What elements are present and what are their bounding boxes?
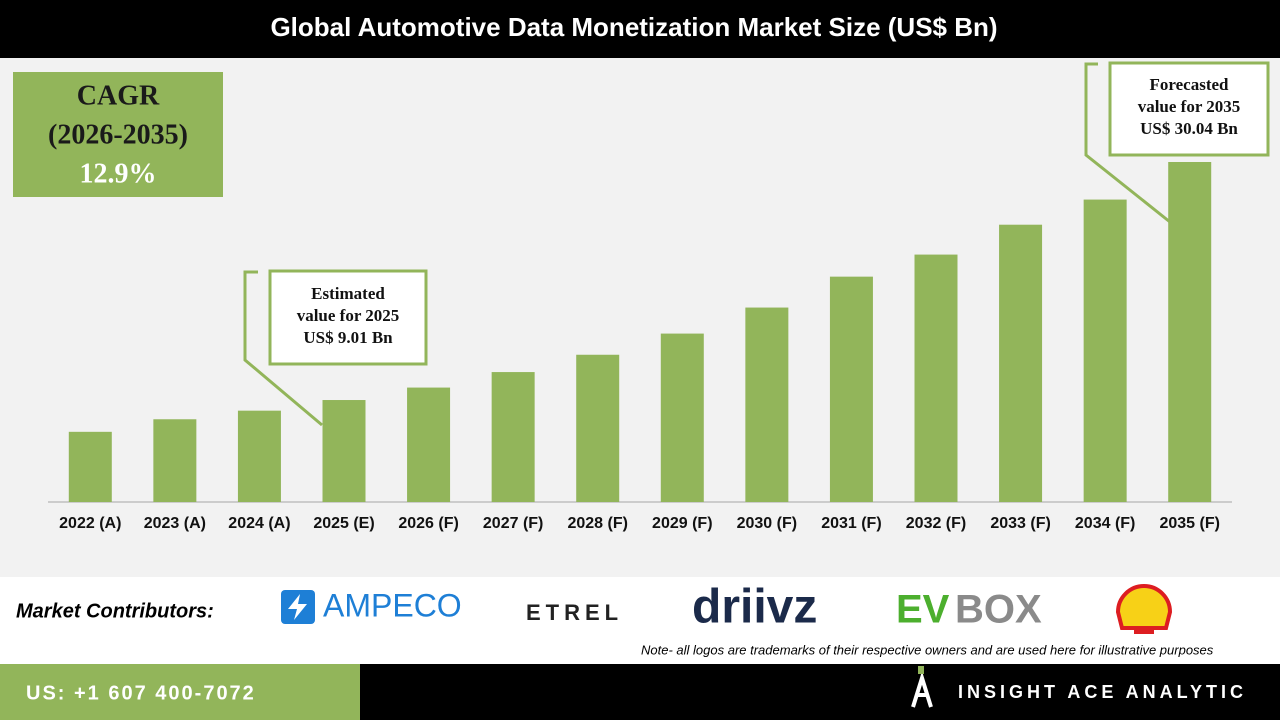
- bar: [660, 333, 704, 502]
- callout-text: value for 2035: [1138, 97, 1241, 116]
- x-tick-label: 2033 (F): [990, 515, 1050, 532]
- x-tick-label: 2035 (F): [1159, 515, 1219, 532]
- bar: [322, 400, 366, 502]
- callout-box: [1108, 61, 1270, 157]
- x-tick-label: 2027 (F): [483, 515, 543, 532]
- cagr-box: [13, 72, 223, 197]
- footer-phone-box: [0, 664, 360, 720]
- bar: [1083, 199, 1127, 502]
- callout-connector: [1084, 62, 1171, 224]
- callout-text: Estimated: [311, 284, 385, 303]
- logo-icon: [288, 594, 307, 620]
- logo-shell: [1115, 584, 1173, 630]
- bar: [237, 410, 281, 502]
- x-tick-label: 2024 (A): [228, 515, 290, 532]
- x-tick-label: 2032 (F): [906, 515, 966, 532]
- logo-ev: EV: [896, 588, 950, 632]
- bar: [68, 431, 112, 502]
- bar: [914, 254, 958, 502]
- bar: [1168, 162, 1212, 502]
- phone: US: +1 607 400-7072: [26, 682, 256, 704]
- logo-box: BOX: [955, 588, 1042, 632]
- brand: INSIGHT ACE ANALYTIC: [958, 682, 1247, 702]
- contributors-label: Market Contributors:: [16, 600, 214, 622]
- bar: [576, 354, 620, 502]
- callout-text: US$ 9.01 Bn: [303, 328, 393, 347]
- x-tick-label: 2028 (F): [567, 515, 627, 532]
- cagr-value: 12.9%: [80, 158, 157, 189]
- cagr-label: CAGR: [77, 80, 160, 111]
- contributors-band: [0, 577, 1280, 664]
- bar: [999, 224, 1043, 502]
- bar: [745, 307, 789, 502]
- x-tick-label: 2026 (F): [398, 515, 458, 532]
- logo-shell: [1134, 626, 1154, 634]
- x-tick-label: 2023 (A): [144, 515, 206, 532]
- callout-text: US$ 30.04 Bn: [1140, 119, 1238, 138]
- callout-connector: [243, 270, 323, 427]
- callout-text: value for 2025: [297, 306, 400, 325]
- bar: [491, 372, 535, 502]
- bar: [829, 276, 873, 502]
- chart-title: Global Automotive Data Monetization Mark…: [270, 12, 997, 42]
- brand-icon: [911, 671, 933, 708]
- x-tick-label: 2034 (F): [1075, 515, 1135, 532]
- x-tick-label: 2031 (F): [821, 515, 881, 532]
- x-tick-label: 2025 (E): [313, 515, 374, 532]
- note: Note- all logos are trademarks of their …: [641, 642, 1214, 657]
- logo-ampeco: AMPECO: [323, 587, 462, 623]
- logo-driivz: driivz: [692, 581, 817, 634]
- title-bar: [0, 0, 1280, 58]
- x-tick-label: 2029 (F): [652, 515, 712, 532]
- cagr-period: (2026-2035): [48, 119, 188, 150]
- callout-text: Forecasted: [1150, 75, 1230, 94]
- x-tick-label: 2022 (A): [59, 515, 121, 532]
- x-tick-label: 2030 (F): [737, 515, 797, 532]
- brand-icon: [918, 666, 924, 674]
- callout-box: [268, 269, 428, 366]
- logo-etrel: ETREL: [526, 600, 623, 625]
- bar: [153, 419, 197, 502]
- bar: [407, 387, 451, 502]
